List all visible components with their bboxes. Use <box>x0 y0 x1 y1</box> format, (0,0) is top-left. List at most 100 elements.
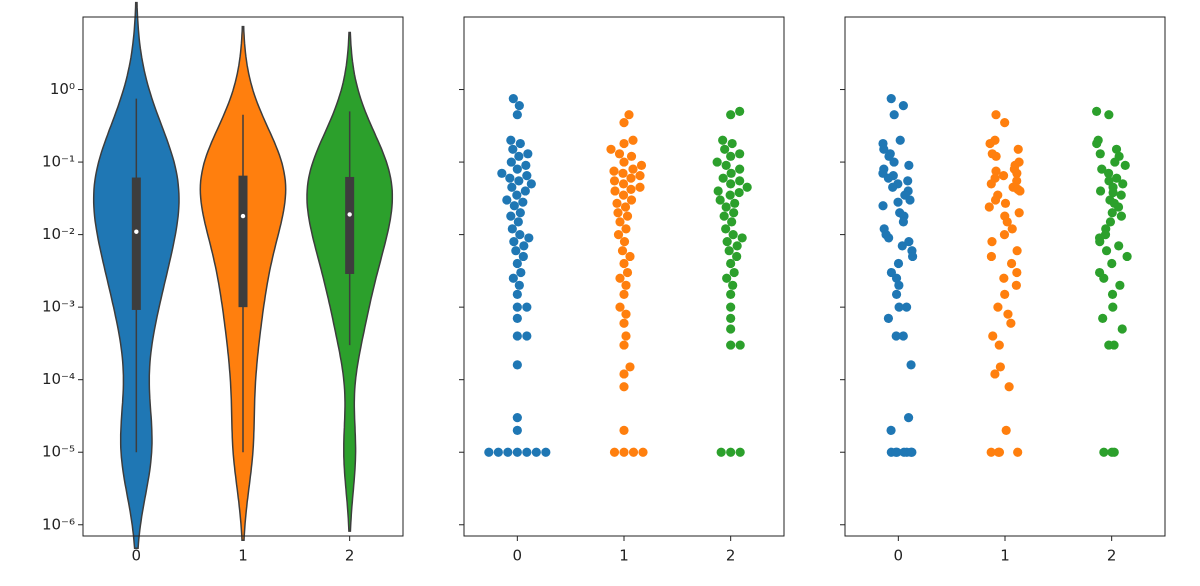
strip-point <box>894 280 904 290</box>
swarm-point <box>621 331 631 341</box>
swarm-point <box>503 447 513 457</box>
violin-box <box>345 176 355 274</box>
x-tick-label: 1 <box>1000 547 1010 565</box>
swarm-point <box>615 273 625 283</box>
strip-point <box>1004 382 1014 392</box>
strip-point <box>991 166 1001 176</box>
swarm-point <box>622 267 633 278</box>
strip-point <box>1107 258 1117 269</box>
swarm-point <box>509 237 519 247</box>
y-tick-label: 10⁻⁶ <box>42 515 75 533</box>
strip-point <box>879 144 889 154</box>
swarm-point <box>619 157 629 167</box>
strip-point <box>991 151 1001 161</box>
swarm-point <box>512 313 522 323</box>
strip-point <box>1012 246 1022 256</box>
swarm-point <box>619 318 629 328</box>
swarm-point <box>619 118 629 128</box>
strip-point <box>1014 208 1024 218</box>
swarm-point <box>515 230 525 240</box>
strip-point <box>883 313 894 323</box>
x-tick-label: 0 <box>132 547 142 565</box>
swarm-point <box>617 246 628 256</box>
strip-point <box>1112 173 1122 183</box>
strip-point <box>893 258 904 269</box>
swarm-point <box>619 237 630 247</box>
strip-point <box>1007 224 1017 234</box>
axes-frame <box>463 16 785 537</box>
swarm-point <box>484 447 494 457</box>
swarm-point <box>541 447 551 457</box>
swarm-point <box>716 447 726 457</box>
swarm-point <box>720 144 730 154</box>
swarm-point <box>518 197 528 207</box>
strip-point <box>986 447 996 457</box>
swarm-point <box>508 94 518 104</box>
strip-point <box>898 217 908 227</box>
swarm-point <box>606 144 616 154</box>
axes-frame <box>844 16 1166 537</box>
strip-point <box>998 171 1009 181</box>
strip-point <box>990 369 1000 379</box>
swarm-point <box>526 179 536 189</box>
strip-point <box>1114 241 1124 251</box>
strip-point <box>994 340 1004 350</box>
swarm-point <box>619 340 629 350</box>
swarm-point <box>628 447 639 457</box>
swarm-point <box>619 289 629 299</box>
swarm-point <box>613 208 623 218</box>
swarm-point <box>620 202 631 212</box>
swarm-point <box>613 230 624 240</box>
strip-point <box>1122 251 1132 262</box>
swarm-point <box>626 151 637 161</box>
swarm-point <box>722 237 732 247</box>
strip-point <box>883 173 893 183</box>
strip-point <box>891 447 901 457</box>
swarm-point <box>712 157 722 167</box>
swarm-point <box>512 164 522 174</box>
x-tick-label: 1 <box>619 547 629 565</box>
strip-point <box>1099 447 1109 457</box>
strip-point <box>884 233 894 243</box>
y-tick-label: 10⁻¹ <box>42 153 75 171</box>
strip-point <box>1000 289 1010 299</box>
strip-point <box>1095 186 1106 196</box>
swarm-point <box>511 246 521 256</box>
y-tick-label: 10⁻⁵ <box>42 443 75 461</box>
strip-point <box>1011 280 1021 290</box>
strip-point <box>1000 198 1011 208</box>
swarm-point <box>622 211 633 221</box>
swarm-point <box>512 425 522 435</box>
swarm-point <box>502 195 512 205</box>
swarm-point <box>718 173 728 183</box>
swarm-point <box>523 149 533 159</box>
swarm-point <box>726 340 736 350</box>
strip-point <box>1097 164 1107 174</box>
swarm-point <box>522 302 532 312</box>
swarm-point <box>521 160 531 170</box>
swarm-point <box>730 198 740 208</box>
strip-point <box>1118 179 1128 189</box>
swarm-point <box>619 258 629 269</box>
strip-point <box>893 197 903 207</box>
swarm-point <box>726 324 736 334</box>
swarm-point <box>512 190 522 200</box>
strip-point <box>1108 187 1118 198</box>
swarm-point <box>506 135 516 145</box>
swarm-point <box>735 340 745 350</box>
swarm-point <box>512 331 522 341</box>
swarm-point <box>737 233 747 243</box>
strip-point <box>1117 324 1127 334</box>
x-tick-label: 0 <box>894 547 904 565</box>
swarm-point <box>621 224 631 234</box>
violin-box <box>131 177 141 310</box>
strip-point <box>999 230 1010 240</box>
strip-point <box>1109 340 1119 350</box>
swarm-point <box>522 447 532 457</box>
swarm-point <box>726 302 736 312</box>
strip-point <box>1120 160 1130 170</box>
swarm-point <box>727 138 737 149</box>
violin-median <box>134 229 139 234</box>
strip-point <box>1103 168 1114 178</box>
